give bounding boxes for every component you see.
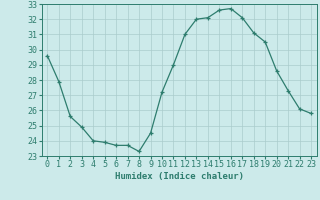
X-axis label: Humidex (Indice chaleur): Humidex (Indice chaleur): [115, 172, 244, 181]
